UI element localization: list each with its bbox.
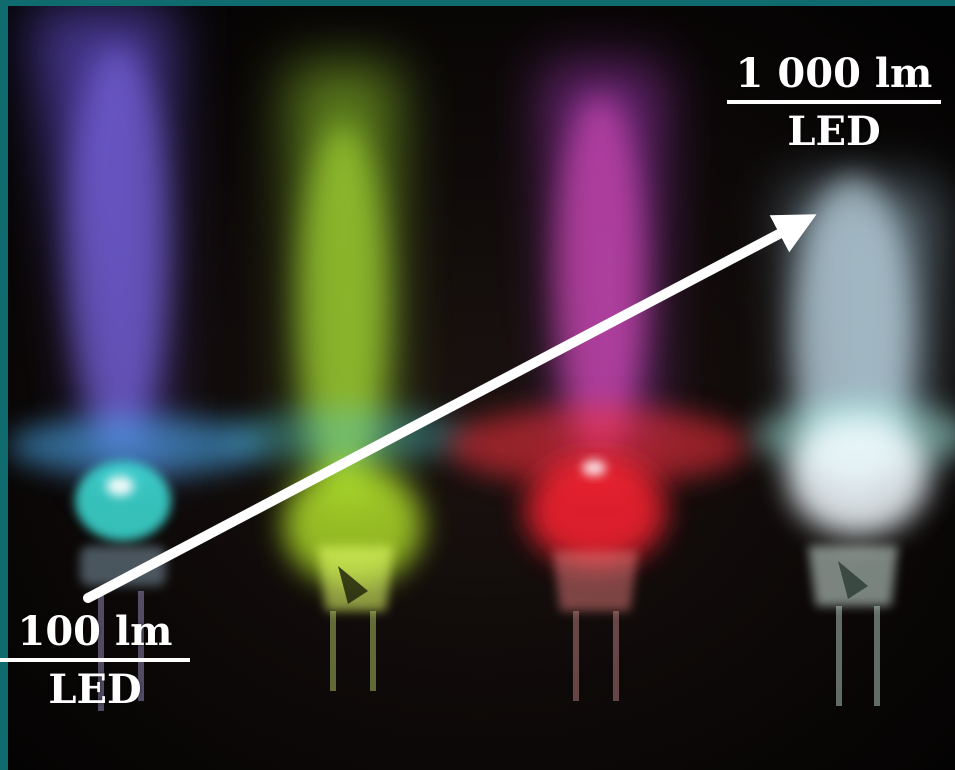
led-red: [448, 66, 748, 701]
fraction-bar-top: [727, 100, 941, 104]
led-illustration: [8, 6, 955, 770]
label-bottom-denominator: LED: [48, 666, 142, 713]
label-top-denominator: LED: [787, 108, 881, 155]
label-1000-lm-per-led: 1 000 lm LED: [727, 52, 941, 154]
led-photo: [8, 6, 955, 770]
led-white: [753, 176, 955, 706]
fraction-bar-bottom: [0, 658, 190, 662]
label-bottom-numerator: 100 lm: [17, 608, 173, 655]
led-green: [228, 66, 468, 691]
label-100-lm-per-led: 100 lm LED: [0, 610, 190, 712]
led-violet: [8, 6, 268, 711]
label-top-numerator: 1 000 lm: [735, 50, 933, 97]
growth-arrow: [83, 214, 817, 603]
